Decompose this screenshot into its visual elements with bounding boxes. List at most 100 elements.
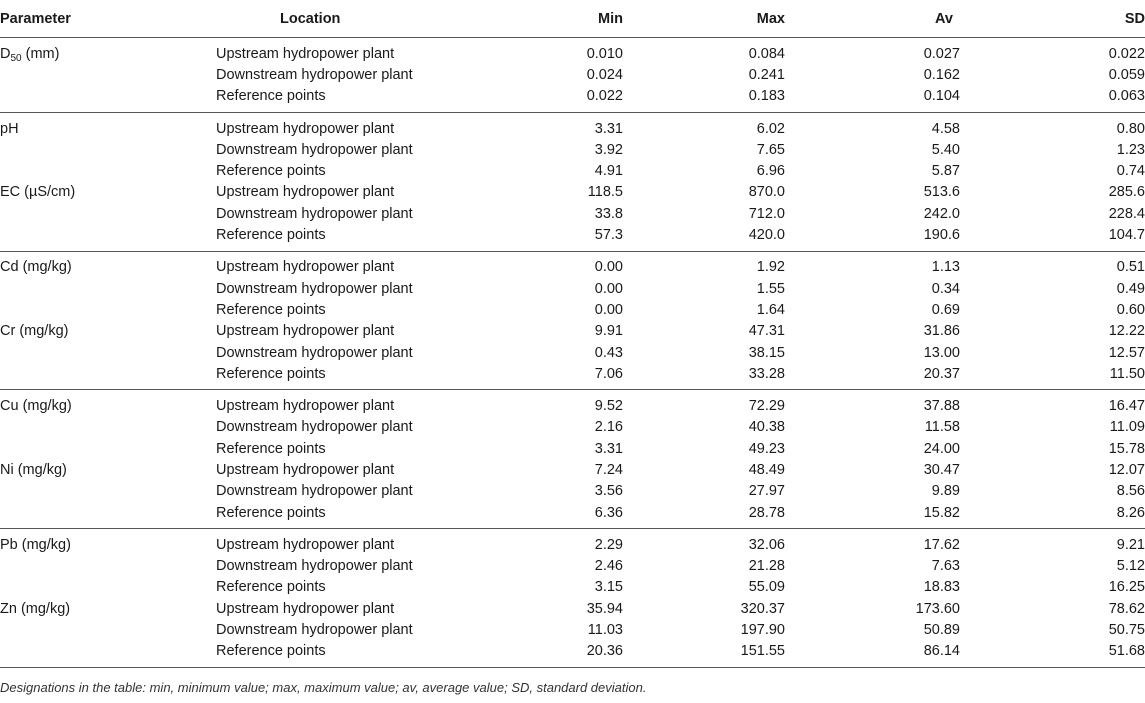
table-row: Downstream hydropower plant 0.024 0.241 0.1… — [0, 64, 1145, 85]
cell-location: Upstream hydropower plant — [216, 184, 395, 201]
cell-max: 28.78 — [748, 504, 785, 521]
cell-sd: 0.74 — [1116, 163, 1145, 180]
cell-sd: 16.47 — [1108, 398, 1145, 415]
cell-min: 2.29 — [594, 536, 623, 553]
cell-min: 0.00 — [594, 301, 623, 318]
cell-location: Downstream hydropower plant — [216, 66, 413, 83]
table-row: Downstream hydropower plant 0.00 1.55 0.34 0… — [0, 278, 1145, 299]
cell-av: 24.00 — [923, 440, 960, 457]
cell-parameter — [0, 64, 208, 85]
table-row: Pb (mg/kg) Upstream hydropower plant 2.29 3… — [0, 529, 1145, 556]
cell-min: 0.024 — [586, 66, 623, 83]
table-row: D50 (mm) Upstream hydropower plant 0.010 0.… — [0, 38, 1145, 65]
cell-sd: 11.50 — [1109, 365, 1145, 382]
table-group: Cd (mg/kg) Upstream hydropower plant 0.00 1… — [0, 251, 1145, 390]
cell-location: Downstream hydropower plant — [216, 280, 413, 297]
cell-location: Upstream hydropower plant — [216, 398, 395, 415]
cell-max: 6.96 — [756, 163, 785, 180]
cell-parameter — [0, 641, 208, 668]
cell-av: 50.89 — [923, 622, 960, 639]
cell-max: 1.55 — [756, 280, 785, 297]
cell-location: Downstream hydropower plant — [216, 622, 413, 639]
cell-max: 712.0 — [748, 205, 785, 222]
cell-location: Reference points — [216, 643, 326, 660]
cell-max: 38.15 — [748, 344, 785, 361]
cell-av: 0.162 — [923, 66, 960, 83]
table-row: Reference points 7.06 33.28 20.37 11.50 — [0, 363, 1145, 390]
cell-min: 57.3 — [594, 227, 623, 244]
table-row: pH Upstream hydropower plant 3.31 6.02 4.58 0… — [0, 112, 1145, 139]
cell-av: 0.104 — [923, 88, 960, 105]
cell-av: 17.62 — [923, 536, 960, 553]
cell-max: 48.49 — [748, 461, 785, 478]
header-location: Location — [208, 0, 488, 38]
cell-parameter: Pb (mg/kg) — [0, 536, 71, 553]
cell-parameter — [0, 342, 208, 363]
cell-av: 20.37 — [923, 365, 960, 382]
cell-sd: 12.57 — [1108, 344, 1145, 361]
cell-max: 27.97 — [748, 483, 785, 500]
cell-min: 33.8 — [594, 205, 623, 222]
cell-max: 0.084 — [748, 45, 785, 62]
cell-sd: 16.25 — [1108, 579, 1145, 596]
cell-av: 7.63 — [931, 558, 960, 575]
cell-sd: 51.68 — [1108, 643, 1145, 660]
cell-sd: 8.26 — [1116, 504, 1145, 521]
table-row: Cd (mg/kg) Upstream hydropower plant 0.00 1… — [0, 251, 1145, 278]
cell-min: 7.06 — [594, 365, 623, 382]
table-header: Parameter Location Min Max Av SD — [0, 0, 1145, 38]
table-row: Downstream hydropower plant 0.43 38.15 13.0… — [0, 342, 1145, 363]
cell-sd: 15.78 — [1108, 440, 1145, 457]
table-row: Ni (mg/kg) Upstream hydropower plant 7.24 4… — [0, 459, 1145, 480]
cell-location: Downstream hydropower plant — [216, 483, 413, 500]
cell-max: 151.55 — [740, 643, 785, 660]
table-row: Cr (mg/kg) Upstream hydropower plant 9.91 4… — [0, 321, 1145, 342]
table-row: Downstream hydropower plant 2.46 21.28 7.63… — [0, 556, 1145, 577]
cell-max: 40.38 — [748, 419, 785, 436]
table-group: D50 (mm) Upstream hydropower plant 0.010 0.… — [0, 38, 1145, 113]
cell-location: Downstream hydropower plant — [216, 344, 413, 361]
cell-parameter — [0, 619, 208, 640]
cell-max: 0.241 — [748, 66, 785, 83]
cell-av: 513.6 — [923, 184, 960, 201]
cell-av: 0.69 — [931, 301, 960, 318]
table-row: Reference points 3.31 49.23 24.00 15.78 — [0, 438, 1145, 459]
table-group: Pb (mg/kg) Upstream hydropower plant 2.29 3… — [0, 529, 1145, 668]
cell-max: 420.0 — [748, 227, 785, 244]
data-table: Parameter Location Min Max Av SD D50 (mm… — [0, 0, 1145, 668]
header-min: Min — [488, 0, 658, 38]
cell-min: 2.46 — [594, 558, 623, 575]
cell-parameter — [0, 417, 208, 438]
cell-location: Reference points — [216, 227, 326, 244]
cell-max: 870.0 — [748, 184, 785, 201]
cell-parameter — [0, 481, 208, 502]
cell-av: 9.89 — [931, 483, 960, 500]
cell-max: 0.183 — [748, 88, 785, 105]
cell-location: Upstream hydropower plant — [216, 536, 395, 553]
cell-parameter — [0, 139, 208, 160]
cell-av: 173.60 — [915, 600, 960, 617]
cell-location: Upstream hydropower plant — [216, 45, 395, 62]
cell-min: 9.91 — [594, 323, 623, 340]
table-row: EC (µS/cm) Upstream hydropower plant 118.5… — [0, 182, 1145, 203]
cell-sd: 104.7 — [1108, 227, 1145, 244]
cell-sd: 285.6 — [1108, 184, 1145, 201]
cell-location: Reference points — [216, 440, 326, 457]
cell-location: Upstream hydropower plant — [216, 120, 395, 137]
cell-sd: 228.4 — [1108, 205, 1145, 222]
cell-min: 0.00 — [594, 280, 623, 297]
cell-location: Reference points — [216, 365, 326, 382]
cell-sd: 1.23 — [1116, 141, 1145, 158]
cell-max: 32.06 — [748, 536, 785, 553]
cell-parameter — [0, 502, 208, 529]
cell-parameter: Zn (mg/kg) — [0, 600, 71, 617]
table-row: Cu (mg/kg) Upstream hydropower plant 9.52 7… — [0, 390, 1145, 417]
cell-av: 11.58 — [924, 419, 960, 436]
cell-min: 3.56 — [594, 483, 623, 500]
parameter-symbol: D — [0, 45, 11, 62]
cell-location: Reference points — [216, 88, 326, 105]
table-row: Downstream hydropower plant 3.56 27.97 9.89… — [0, 481, 1145, 502]
cell-av: 31.86 — [923, 323, 960, 340]
cell-min: 0.010 — [586, 45, 623, 62]
